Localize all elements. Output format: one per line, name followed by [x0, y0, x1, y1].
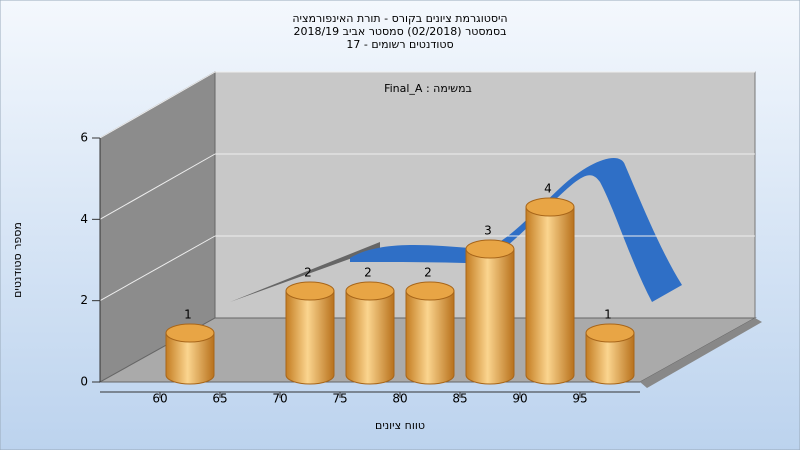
y-tick-label: 6: [80, 131, 88, 145]
x-axis-label: טווח ציונים: [375, 419, 425, 432]
title-line: בסמסטר (02/2018) סמסטר אביב 2018/19: [293, 25, 506, 38]
bar-body: [405, 290, 455, 385]
annotation: Final_A : במשימה: [384, 82, 472, 95]
value-label: 2: [304, 266, 312, 280]
bar: [165, 323, 215, 385]
y-tick-label: 0: [80, 375, 88, 389]
bar-body: [525, 206, 575, 385]
y-tick-label: 2: [80, 293, 88, 307]
value-label: 1: [604, 308, 612, 322]
bar-body: [465, 248, 515, 385]
bar-body: [285, 290, 335, 385]
bar-body: [165, 332, 215, 385]
bar: [405, 281, 455, 385]
floor-edge: [640, 318, 762, 388]
value-label: 2: [424, 266, 432, 280]
x-tick-label: 95: [572, 392, 587, 406]
value-label: 2: [364, 266, 372, 280]
bar-cap: [285, 281, 335, 301]
x-tick-label: 75: [332, 392, 347, 406]
value-label: 3: [484, 224, 492, 238]
bar: [585, 323, 635, 385]
x-tick-label: 60: [152, 392, 167, 406]
grid-line: [99, 235, 216, 302]
bar-body: [585, 332, 635, 385]
title-line: היסטוגרמת ציונים בקורס - תורת האינפורמצי…: [292, 12, 507, 25]
x-tick-label: 85: [452, 392, 467, 406]
bar-cap: [165, 323, 215, 343]
bar-body: [345, 290, 395, 385]
y-tick-label: 4: [80, 212, 88, 226]
value-label: 1: [184, 308, 192, 322]
bar: [285, 281, 335, 385]
title-line: סטודנטים רשומים - 17: [346, 38, 453, 51]
bar-cap: [465, 239, 515, 259]
x-tick-label: 90: [512, 392, 527, 406]
grid-line: [99, 153, 216, 220]
x-tick-label: 65: [212, 392, 227, 406]
value-label: 4: [544, 182, 552, 196]
x-tick-label: 80: [392, 392, 407, 406]
bar-cap: [345, 281, 395, 301]
grid-line: [99, 71, 216, 139]
x-tick-label: 70: [272, 392, 287, 406]
trend-curve: [350, 158, 682, 302]
y-axis-label: מספר סטודנטים: [11, 222, 24, 298]
trend-shadow: [230, 242, 380, 302]
bar: [345, 281, 395, 385]
bar: [465, 239, 515, 385]
bar-cap: [525, 197, 575, 217]
bar: [525, 197, 575, 385]
bar-cap: [405, 281, 455, 301]
bar-cap: [585, 323, 635, 343]
